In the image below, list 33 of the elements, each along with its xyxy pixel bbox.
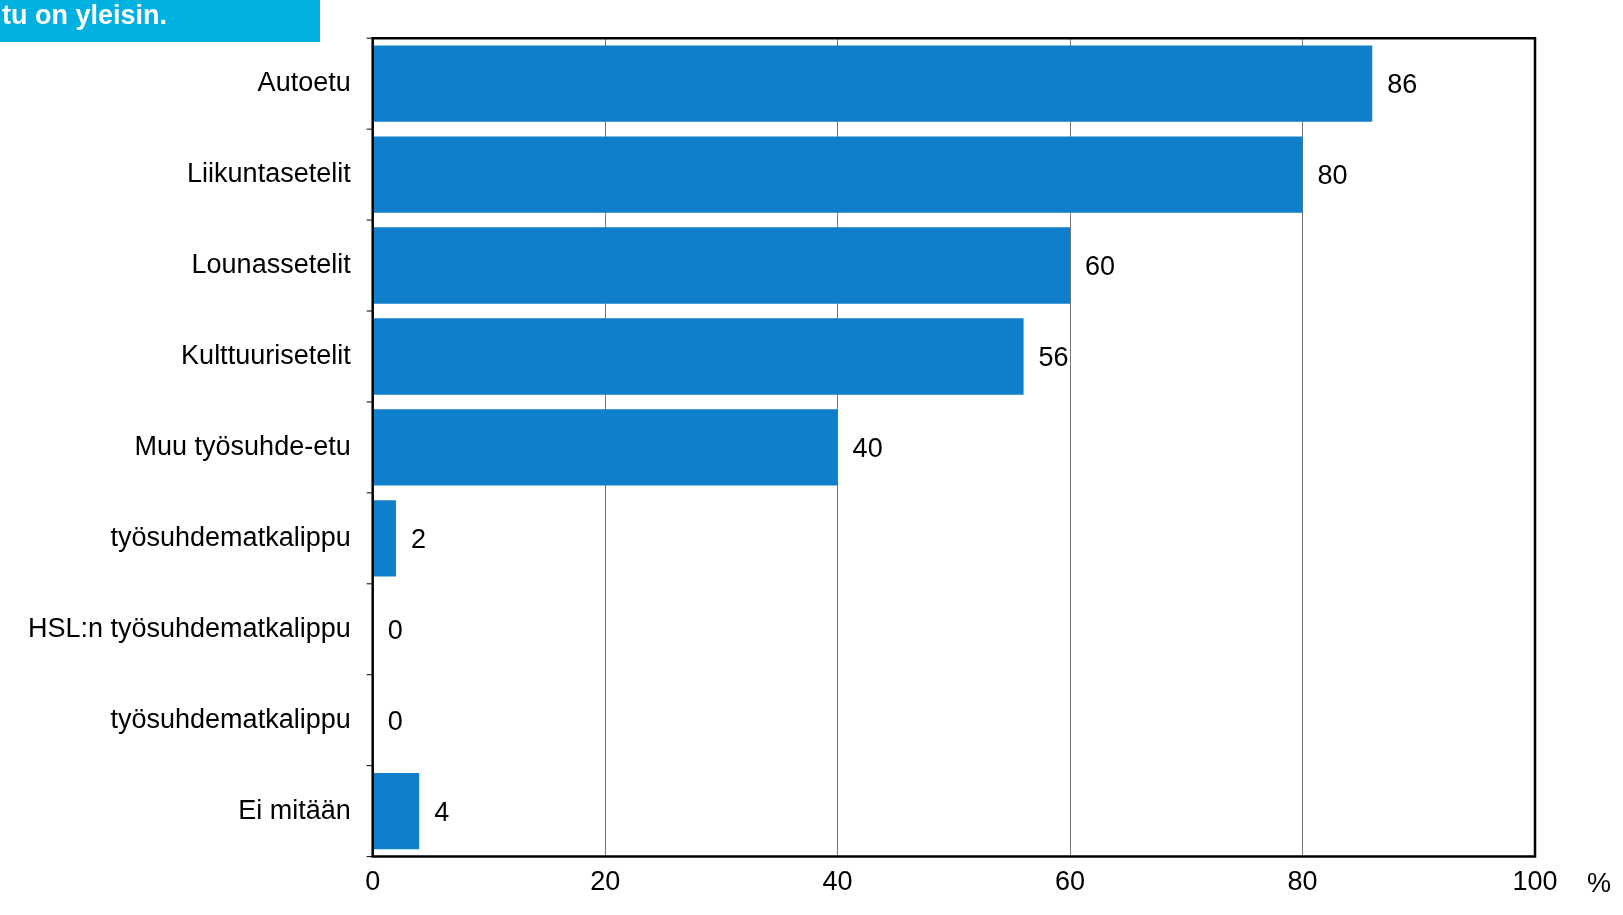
bar (373, 227, 1071, 304)
bar (373, 500, 396, 577)
y-tick-label: työsuhdematkalippu (110, 521, 351, 552)
data-label: 60 (1085, 250, 1116, 281)
x-axis-title: % (1587, 868, 1612, 899)
bar (373, 772, 420, 850)
data-label: 86 (1387, 69, 1418, 100)
data-label: 0 (387, 614, 403, 645)
x-tick-label: 40 (822, 866, 853, 897)
data-label: 80 (1317, 160, 1348, 191)
y-tick-label: Lounassetelit (191, 248, 352, 279)
x-tick-label: 100 (1512, 866, 1558, 897)
y-tick-label: Muu työsuhde-etu (134, 430, 351, 461)
data-label: 40 (852, 432, 883, 463)
x-tick-label: 60 (1055, 866, 1086, 897)
data-label: 4 (434, 796, 450, 827)
y-tick-label: Kulttuurisetelit (181, 339, 352, 370)
bar (373, 409, 838, 486)
bar (373, 45, 1373, 122)
y-tick-label: Autoetu (257, 67, 351, 98)
bar (373, 136, 1303, 213)
y-tick-label: HSL:n työsuhdematkalippu (27, 612, 351, 643)
x-tick-label: 20 (590, 866, 621, 897)
y-tick-label: Ei mitään (238, 794, 351, 825)
text: tu on yleisin. (0, 0, 320, 42)
data-label: 56 (1038, 341, 1069, 372)
y-tick-label: Liikuntasetelit (187, 158, 352, 189)
y-tick-label: työsuhdematkalippu (110, 703, 351, 734)
x-tick-label: 80 (1287, 866, 1318, 897)
data-label: 2 (410, 523, 426, 554)
x-tick-label: 0 (365, 866, 381, 897)
bar (373, 318, 1024, 395)
data-label: 0 (387, 705, 403, 736)
